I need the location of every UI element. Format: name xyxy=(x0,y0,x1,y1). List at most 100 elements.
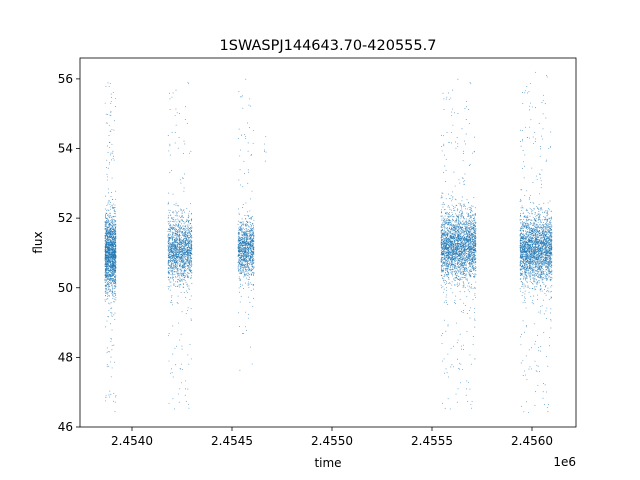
data-point xyxy=(175,255,176,257)
data-point xyxy=(169,260,171,262)
data-point xyxy=(243,235,245,237)
data-point xyxy=(181,247,183,249)
data-point xyxy=(108,261,109,263)
data-point xyxy=(111,96,113,98)
data-point xyxy=(244,231,246,233)
data-point xyxy=(175,225,177,227)
data-point xyxy=(246,275,248,276)
data-point xyxy=(245,255,247,257)
data-point xyxy=(109,289,111,290)
data-point xyxy=(109,216,111,218)
data-point xyxy=(246,273,248,275)
data-point xyxy=(253,237,255,239)
data-point xyxy=(109,83,111,84)
data-point xyxy=(183,244,185,246)
data-point xyxy=(246,263,248,265)
data-point xyxy=(444,224,446,226)
data-point xyxy=(105,262,107,264)
data-point xyxy=(188,245,189,247)
data-point xyxy=(474,267,475,269)
data-point xyxy=(190,257,192,259)
data-point xyxy=(174,242,176,244)
data-point xyxy=(239,264,241,266)
data-point xyxy=(180,271,182,273)
data-point xyxy=(243,232,245,234)
data-point xyxy=(253,251,255,253)
data-point xyxy=(105,221,107,223)
data-point xyxy=(108,266,110,268)
data-point xyxy=(105,228,107,229)
data-point xyxy=(245,202,247,204)
data-point xyxy=(469,388,471,390)
data-point xyxy=(111,218,113,220)
data-point xyxy=(111,278,113,280)
data-point xyxy=(105,400,107,402)
data-point xyxy=(109,237,111,239)
data-point xyxy=(239,257,241,259)
data-point xyxy=(168,268,170,270)
data-point xyxy=(174,260,176,262)
data-point xyxy=(178,251,180,253)
data-point xyxy=(184,246,186,248)
data-point xyxy=(108,236,110,238)
data-point xyxy=(241,260,243,262)
data-point xyxy=(108,265,110,267)
data-point xyxy=(242,259,244,261)
data-point xyxy=(110,225,112,227)
data-point xyxy=(106,239,108,241)
data-point xyxy=(237,270,239,272)
data-point xyxy=(109,228,111,230)
data-point xyxy=(179,280,181,282)
data-point xyxy=(181,258,183,260)
data-point xyxy=(460,268,462,270)
data-point xyxy=(237,138,239,140)
data-point xyxy=(241,241,243,243)
data-point xyxy=(111,143,113,145)
data-point xyxy=(184,388,186,390)
data-point xyxy=(185,243,186,244)
data-point xyxy=(189,247,191,249)
data-point xyxy=(175,204,177,206)
data-point xyxy=(240,278,241,280)
data-point xyxy=(106,266,108,268)
data-point xyxy=(111,283,113,285)
data-point xyxy=(247,283,249,285)
data-point xyxy=(242,262,244,263)
data-point xyxy=(168,201,169,203)
data-point xyxy=(253,219,255,221)
data-point xyxy=(239,291,240,293)
data-point xyxy=(265,136,267,138)
data-point xyxy=(105,113,107,115)
data-point xyxy=(104,265,106,267)
data-point xyxy=(250,230,252,232)
data-point xyxy=(250,218,252,220)
data-point xyxy=(107,351,109,353)
data-point xyxy=(178,322,180,324)
data-point xyxy=(174,247,176,249)
data-point xyxy=(104,256,106,258)
data-point xyxy=(182,177,184,179)
data-point xyxy=(175,268,177,269)
data-point xyxy=(111,338,112,340)
data-point xyxy=(104,254,106,256)
data-point xyxy=(191,244,193,246)
data-point xyxy=(109,283,111,285)
data-point xyxy=(107,82,109,84)
data-point xyxy=(107,238,109,240)
data-point xyxy=(239,96,241,98)
data-point xyxy=(182,245,184,247)
data-point xyxy=(115,274,116,276)
data-point xyxy=(189,253,191,255)
data-point xyxy=(169,230,171,231)
data-point xyxy=(174,268,175,270)
data-point xyxy=(171,258,173,259)
data-point xyxy=(244,272,246,274)
data-point xyxy=(170,214,172,216)
data-point xyxy=(181,311,183,313)
data-point xyxy=(107,235,109,237)
data-point xyxy=(174,265,176,267)
data-point xyxy=(251,265,253,267)
data-point xyxy=(181,363,183,365)
data-point xyxy=(109,231,111,233)
